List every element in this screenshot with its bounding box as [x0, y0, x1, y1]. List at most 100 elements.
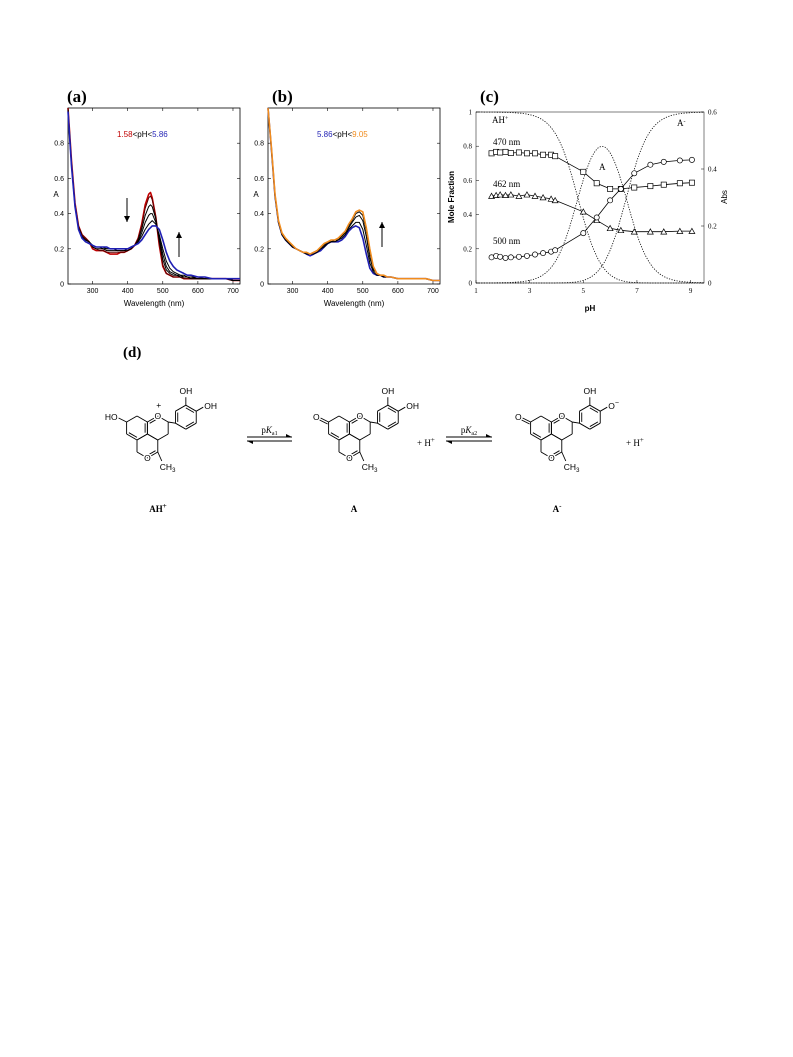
- molecule-ah-ring-p-bond-0: [185, 404, 197, 412]
- molecule-ah-link: [168, 421, 176, 424]
- chart-c-ytick-label-2: 0.4: [463, 211, 472, 219]
- molecule-ah-ring-c-bond-3: [136, 451, 148, 459]
- species-label-a-minus-base: A: [677, 118, 684, 128]
- proton-2: + H+: [626, 436, 644, 448]
- molecule-ah-hydroxy-left: HO: [105, 412, 118, 422]
- chart-c-point-2-8: [540, 250, 547, 257]
- chart-c-point-2-6: [524, 252, 530, 259]
- chart-c-y2tick-label-2: 0.4: [708, 166, 717, 174]
- molecule-ah-ring-a-bond-0: [136, 415, 148, 423]
- molecule-a-ring-oxygen-2: O: [346, 453, 353, 463]
- chart-b-ytick-label-3: 0.6: [254, 176, 264, 183]
- chart-c-point-2-11: [580, 230, 587, 237]
- chart-a-xtick-label-4: 700: [227, 288, 239, 295]
- chart-c-point-1-0: [488, 192, 496, 199]
- molecule-a-ring-c-bond-3: [338, 451, 350, 459]
- chart-c-point-2-3: [502, 254, 509, 261]
- chart-c-fit-2: [491, 159, 692, 259]
- chart-c-point-1-10: [551, 196, 559, 204]
- chart-c-point-1-2: [496, 191, 504, 198]
- species-curve-a-minus: [476, 111, 704, 284]
- chart-c-ytick-label-3: 0.6: [463, 177, 472, 185]
- chart-c-point-1-4: [507, 191, 515, 198]
- molecule-a-ring-a-bond-5: [328, 415, 340, 423]
- chart-c-y2tick-label-3: 0.6: [708, 109, 717, 117]
- chart-a-arrow-down-head: [124, 216, 130, 222]
- chart-c-point-0-2: [497, 149, 504, 156]
- chart-a-annotation: 1.58<pH<5.86: [117, 130, 168, 139]
- chart-c-xtick-label-4: 9: [689, 287, 693, 295]
- species-label-a-minus-sup: -: [684, 119, 686, 125]
- chart-c-point-0-3: [502, 148, 509, 155]
- species-label-ah-sup: +: [505, 116, 509, 122]
- molecule-a-co-bond-2: [319, 419, 328, 425]
- molecule-a-ring-a-bond-3: [328, 433, 340, 441]
- chart-c-point-0-7: [532, 150, 538, 157]
- equilibrium-pka1-sub: a1: [272, 431, 278, 437]
- molecule-ah-ring-oxygen: O: [154, 411, 161, 421]
- chart-c-point-2-5: [515, 253, 522, 260]
- chart-c-point-0-15: [631, 184, 638, 191]
- molecule-ah-ring-p-dbond-0: [185, 407, 195, 413]
- molecule-a-minus-ring-a-bond-3: [530, 433, 542, 441]
- equilibrium-pka1-back-head: [247, 441, 253, 444]
- chart-c-point-0-10: [552, 153, 559, 160]
- molecule-a-minus-ring-oxygen: O: [558, 411, 565, 421]
- proton-1: + H+: [417, 436, 435, 448]
- chart-c-series-label-0: 470 nm: [493, 137, 520, 147]
- chart-c-xtick-label-1: 3: [528, 287, 532, 295]
- proton-2-sup: +: [640, 436, 644, 444]
- molecule-a-minus-ring-c-bond-2: [551, 451, 563, 459]
- chart-b-xtick-label-4: 700: [427, 288, 439, 295]
- chart-a-annotation-low: 1.58: [117, 130, 133, 139]
- molecule-a-minus-ring-b-dbond-5: [553, 418, 563, 424]
- molecule-ah-ring-p-bond-2: [185, 422, 197, 430]
- chart-a-xtick-label-3: 600: [192, 288, 204, 295]
- chart-c-point-2-12: [593, 214, 600, 221]
- chart-c-point-0-8: [540, 151, 547, 158]
- chart-b-annotation-low: 5.86: [317, 130, 333, 139]
- molecule-a-minus-ring-p-bond-5: [579, 404, 591, 412]
- chart-b-series-4: [267, 107, 440, 282]
- chart-c-y2tick-label-0: 0: [708, 280, 712, 288]
- molecule-a-minus-link: [572, 421, 580, 424]
- molecule-a-minus-ring-c-dbond-2: [551, 450, 560, 456]
- chart-c-xtick-label-0: 1: [474, 287, 478, 295]
- chart-c-point-1-13: [606, 224, 614, 232]
- molecule-a-methyl: CH3: [362, 462, 378, 474]
- molecule-a-minus-ring-a-dbond-3: [532, 432, 542, 438]
- chart-c-point-2-17: [660, 158, 667, 165]
- molecule-a-minus-ring-c-bond-5: [540, 433, 552, 441]
- molecule-a-methyl-bond: [359, 451, 365, 462]
- species-label-a: A: [599, 162, 606, 172]
- chart-b-annotation-mid: <pH<: [333, 130, 353, 139]
- molecule-a-hydroxy-4: OH: [406, 401, 419, 411]
- chart-c-fit-1: [491, 194, 692, 233]
- chart-c-point-2-19: [688, 156, 695, 163]
- molecule-a-minus-ring-c-bond-0: [551, 433, 563, 441]
- proton-1-sup: +: [431, 436, 435, 444]
- chart-a-ytick-label-3: 0.6: [54, 176, 64, 183]
- chart-c-ytick-label-0: 0: [469, 280, 473, 288]
- molecule-a-minus-ring-b-bond-0: [561, 415, 573, 423]
- molecule-a-methyl-sub: 3: [374, 468, 378, 474]
- chart-c-ylabel: Mole Fraction: [447, 171, 456, 223]
- chart-c-point-1-7: [531, 192, 539, 199]
- chart-c-ytick-label-1: 0.2: [463, 245, 472, 253]
- chart-c-point-2-10: [552, 247, 559, 254]
- molecule-a-minus-ring-p-bond-0: [589, 404, 601, 412]
- chart-b-xtick-label-1: 400: [322, 288, 334, 295]
- chart-c-ytick-label-4: 0.8: [463, 143, 472, 151]
- panel-label-a: (a): [67, 87, 87, 106]
- chart-c-ytick-label-5: 1: [469, 109, 473, 117]
- chart-b-ytick-label-1: 0.2: [254, 246, 264, 253]
- molecule-ah-ring-c-dbond-2: [147, 450, 156, 456]
- equilibrium-pka2-forward-head: [486, 434, 492, 437]
- chart-b: 5.86<pH<9.05 Wavelength (nm) A 300 400 500…: [253, 107, 441, 308]
- chart-c-point-0-11: [580, 168, 587, 175]
- molecule-ah-oh2-bond: [196, 406, 204, 412]
- chart-c-point-1-19: [688, 227, 696, 234]
- molecule-ah-ring-c-bond-5: [136, 433, 148, 441]
- chart-c-point-1-9: [547, 195, 555, 202]
